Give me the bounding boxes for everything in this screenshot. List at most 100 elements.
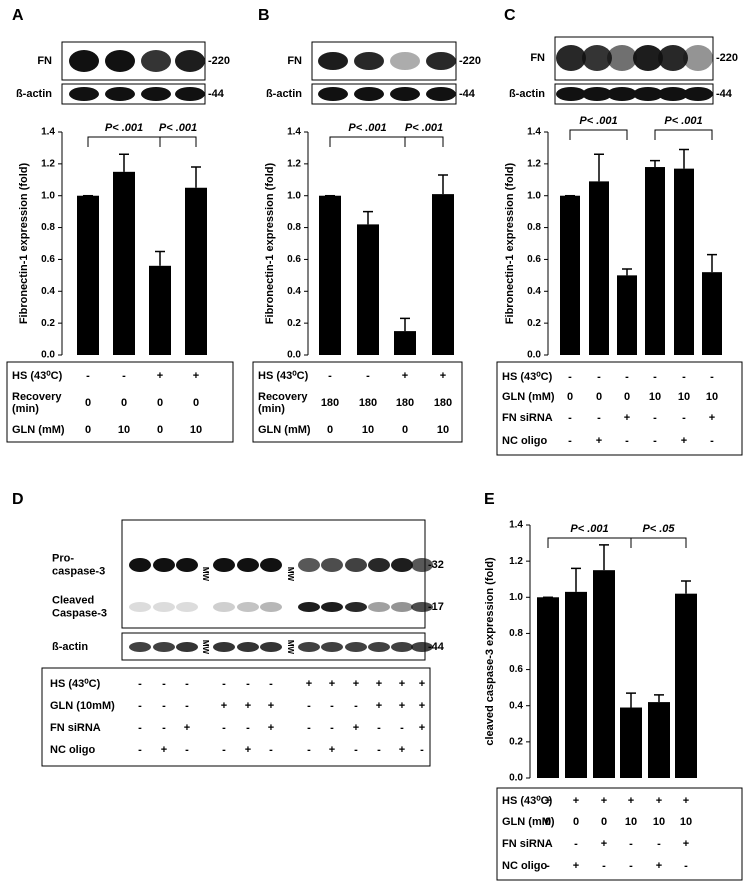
blot-band bbox=[298, 602, 320, 612]
blot-label: ß-actin bbox=[509, 88, 545, 100]
y-tick-label: 1.2 bbox=[287, 158, 301, 169]
y-tick-label: 1.2 bbox=[509, 556, 523, 567]
condition-cell: + bbox=[402, 370, 408, 382]
condition-cell: - bbox=[710, 371, 714, 383]
blot-label: FN bbox=[37, 55, 52, 67]
mw-label: MW bbox=[286, 640, 295, 655]
blot-band bbox=[129, 602, 151, 612]
condition-cell: + bbox=[601, 795, 607, 807]
error-bar bbox=[191, 166, 201, 188]
condition-cell: - bbox=[354, 700, 358, 712]
condition-cell: - bbox=[710, 435, 714, 447]
condition-cell: 10 bbox=[625, 816, 637, 828]
condition-cell: 180 bbox=[396, 397, 414, 409]
blot-band bbox=[298, 642, 320, 652]
error-bar bbox=[626, 692, 636, 708]
blot-band bbox=[633, 45, 663, 71]
significance-bracket bbox=[87, 136, 161, 147]
condition-cell: 0 bbox=[567, 391, 573, 403]
condition-cell: - bbox=[86, 370, 90, 382]
condition-label: HS (43⁰C) bbox=[502, 371, 553, 383]
error-bar bbox=[650, 159, 660, 168]
y-tick-label: 0.2 bbox=[509, 736, 523, 747]
blot-band bbox=[658, 87, 688, 101]
condition-cell: + bbox=[419, 700, 425, 712]
condition-cell: - bbox=[597, 412, 601, 424]
condition-cell: - bbox=[682, 371, 686, 383]
condition-cell: - bbox=[246, 678, 250, 690]
condition-cell: 0 bbox=[573, 816, 579, 828]
blot-band bbox=[318, 87, 348, 101]
condition-cell: 0 bbox=[596, 391, 602, 403]
condition-cell: - bbox=[568, 435, 572, 447]
error-bar bbox=[679, 148, 689, 169]
condition-cell: + bbox=[268, 722, 274, 734]
condition-cell: - bbox=[222, 744, 226, 756]
blot-band bbox=[213, 602, 235, 612]
blot-marker: -44 bbox=[428, 641, 445, 653]
condition-cell: 0 bbox=[85, 424, 91, 436]
condition-cell: 180 bbox=[359, 397, 377, 409]
condition-cell: - bbox=[653, 412, 657, 424]
significance-label: P< .001 bbox=[664, 115, 702, 127]
condition-cell: - bbox=[377, 744, 381, 756]
condition-cell: 10 bbox=[437, 424, 449, 436]
condition-label: NC oligo bbox=[502, 435, 547, 447]
condition-cell: + bbox=[184, 722, 190, 734]
condition-cell: + bbox=[221, 700, 227, 712]
condition-cell: + bbox=[628, 795, 634, 807]
condition-cell: 0 bbox=[193, 397, 199, 409]
blot-marker: -220 bbox=[208, 55, 230, 67]
condition-cell: - bbox=[546, 838, 550, 850]
blot-band bbox=[153, 642, 175, 652]
condition-table bbox=[41, 667, 431, 767]
significance-bracket bbox=[547, 537, 632, 548]
error-bar bbox=[571, 567, 581, 592]
bar bbox=[589, 181, 609, 355]
blot-band bbox=[260, 558, 282, 572]
condition-cell: 180 bbox=[321, 397, 339, 409]
y-tick-label: 1.4 bbox=[287, 127, 301, 138]
condition-cell: - bbox=[330, 722, 334, 734]
condition-label: NC oligo bbox=[50, 744, 95, 756]
blot-label: Cleaved bbox=[52, 594, 94, 606]
error-bar bbox=[400, 317, 410, 332]
condition-cell: - bbox=[377, 722, 381, 734]
blot-band bbox=[683, 45, 713, 71]
condition-cell: + bbox=[245, 700, 251, 712]
panel-letter: B bbox=[258, 7, 270, 24]
condition-cell: - bbox=[307, 722, 311, 734]
y-tick-label: 0.0 bbox=[509, 773, 523, 784]
bar bbox=[432, 194, 454, 355]
condition-cell: - bbox=[138, 744, 142, 756]
condition-cell: - bbox=[629, 838, 633, 850]
condition-cell: 0 bbox=[121, 397, 127, 409]
condition-cell: + bbox=[419, 678, 425, 690]
condition-cell: + bbox=[193, 370, 199, 382]
condition-cell: - bbox=[269, 678, 273, 690]
blot-band bbox=[175, 87, 205, 101]
y-tick-label: 0.6 bbox=[509, 664, 523, 675]
blot-band bbox=[556, 87, 586, 101]
blot-band bbox=[390, 52, 420, 70]
blot-band bbox=[582, 45, 612, 71]
blot-band bbox=[411, 642, 433, 652]
y-axis-label: Fibronectin-1 expression (fold) bbox=[264, 162, 276, 324]
condition-cell: - bbox=[162, 700, 166, 712]
condition-cell: + bbox=[329, 678, 335, 690]
significance-label: P< .001 bbox=[570, 523, 608, 535]
bar bbox=[645, 167, 665, 355]
blot-band bbox=[426, 87, 456, 101]
condition-cell: + bbox=[157, 370, 163, 382]
error-bar bbox=[622, 268, 632, 276]
condition-cell: - bbox=[122, 370, 126, 382]
condition-table bbox=[6, 361, 234, 443]
condition-cell: + bbox=[161, 744, 167, 756]
condition-label: GLN (mM) bbox=[502, 816, 555, 828]
mw-label: MW bbox=[201, 567, 210, 582]
blot-band bbox=[658, 45, 688, 71]
mw-label: MW bbox=[286, 567, 295, 582]
condition-cell: + bbox=[545, 795, 551, 807]
error-bar bbox=[599, 544, 609, 571]
y-tick-label: 1.4 bbox=[527, 127, 541, 138]
